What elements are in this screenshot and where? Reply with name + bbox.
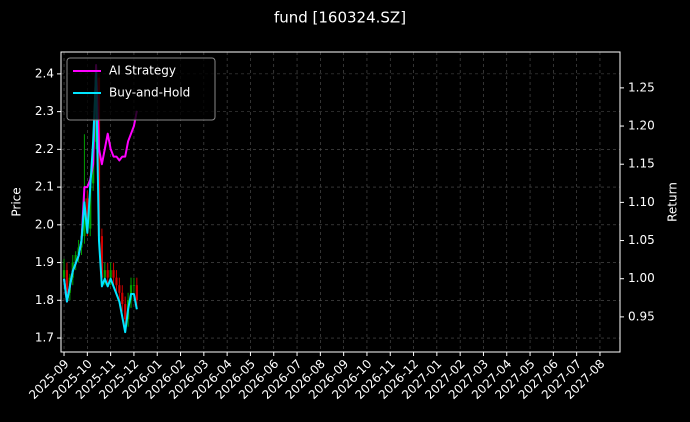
candle-body bbox=[115, 277, 118, 286]
y-tick-label: 1.9 bbox=[35, 255, 54, 269]
candle-body bbox=[118, 285, 121, 293]
candle-body bbox=[86, 198, 89, 229]
candle-body bbox=[74, 255, 77, 263]
legend: AI Strategy Buy-and-Hold bbox=[66, 57, 216, 121]
y2-tick-label: 1.05 bbox=[628, 233, 655, 247]
grid bbox=[61, 52, 620, 352]
candle-body bbox=[65, 270, 69, 293]
series-line bbox=[63, 71, 138, 334]
candle-body bbox=[100, 236, 103, 278]
y2-tick-label: 1.00 bbox=[628, 271, 655, 285]
y-tick-label: 1.7 bbox=[35, 331, 54, 345]
chart-title: fund [160324.SZ] bbox=[274, 9, 406, 27]
plot-area bbox=[62, 63, 138, 334]
candle-body bbox=[83, 198, 86, 237]
y2-tick-label: 1.10 bbox=[628, 195, 655, 209]
candle-body bbox=[132, 285, 136, 287]
candle-body bbox=[112, 270, 115, 278]
y-tick-label: 1.8 bbox=[35, 293, 54, 307]
candle-body bbox=[89, 183, 92, 229]
candle-body bbox=[121, 292, 124, 305]
y2-tick-label: 1.25 bbox=[628, 80, 655, 94]
y-tick-label: 2.1 bbox=[35, 180, 54, 194]
y-tick-label: 2.0 bbox=[35, 217, 54, 231]
candle-body bbox=[129, 285, 133, 301]
y2-tick-label: 1.20 bbox=[628, 119, 655, 133]
y2-tick-label: 1.15 bbox=[628, 157, 655, 171]
y-tick-label: 2.3 bbox=[35, 104, 54, 118]
candle-body bbox=[106, 270, 109, 278]
candle-body bbox=[135, 285, 138, 301]
candle-body bbox=[97, 77, 101, 237]
y2-tick-label: 0.95 bbox=[628, 309, 655, 323]
candle-body bbox=[109, 270, 112, 278]
y-axis-label: Price bbox=[10, 187, 24, 216]
y-tick-label: 2.4 bbox=[35, 66, 54, 80]
legend-label: AI Strategy bbox=[109, 64, 176, 78]
legend-box bbox=[66, 57, 216, 121]
candle-body bbox=[103, 270, 106, 278]
y2-axis-label: Return bbox=[666, 182, 680, 222]
y-tick-label: 2.2 bbox=[35, 142, 54, 156]
candle-body bbox=[62, 270, 66, 278]
legend-label: Buy-and-Hold bbox=[109, 86, 190, 100]
candle-body bbox=[124, 304, 127, 320]
